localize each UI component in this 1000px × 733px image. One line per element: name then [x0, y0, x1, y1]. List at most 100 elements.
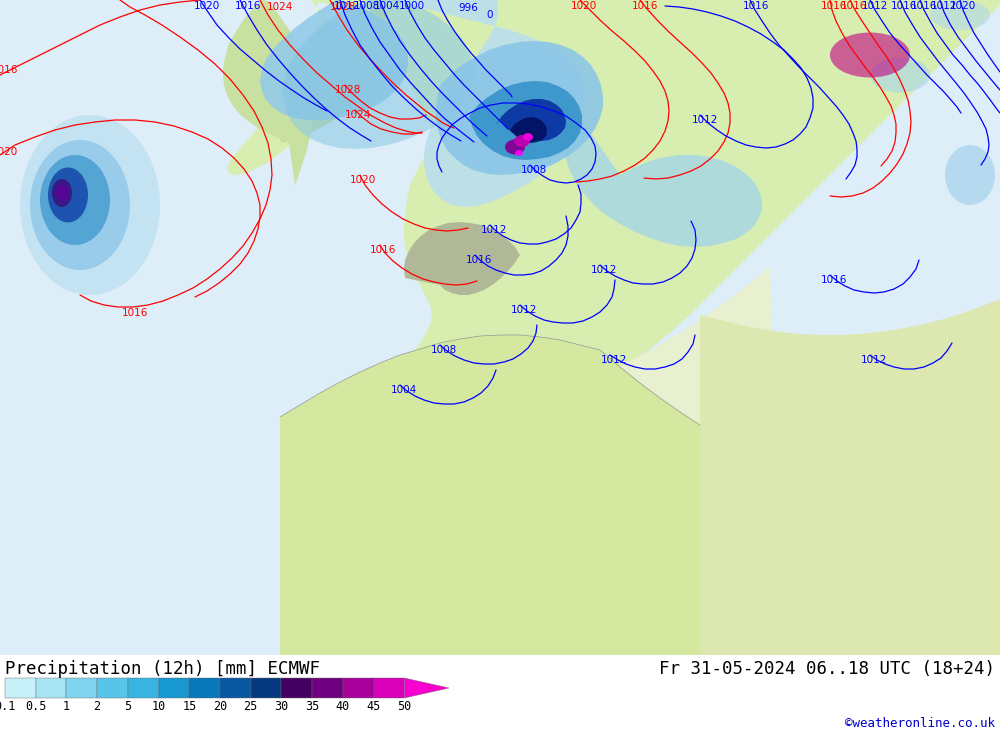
Text: 1012: 1012 [692, 115, 718, 125]
Text: 1004: 1004 [391, 385, 417, 395]
Text: 1012: 1012 [481, 225, 507, 235]
Text: 1012: 1012 [931, 1, 957, 11]
Polygon shape [223, 0, 313, 185]
Polygon shape [565, 112, 762, 247]
Text: 2: 2 [94, 700, 101, 713]
Text: 1016: 1016 [0, 65, 18, 75]
Text: 1012: 1012 [511, 305, 537, 315]
Bar [220, 678, 251, 698]
Bar [97, 678, 128, 698]
Text: 1012: 1012 [601, 355, 627, 365]
Polygon shape [280, 335, 1000, 655]
Text: 35: 35 [305, 700, 319, 713]
Text: 40: 40 [336, 700, 350, 713]
Ellipse shape [505, 139, 525, 155]
Text: 1016: 1016 [370, 245, 396, 255]
Text: 30: 30 [274, 700, 289, 713]
Text: 1: 1 [63, 700, 70, 713]
Bar [251, 678, 281, 698]
Text: 1000: 1000 [399, 1, 425, 11]
Ellipse shape [56, 185, 68, 201]
Polygon shape [404, 222, 520, 295]
Polygon shape [496, 99, 566, 141]
Text: 996: 996 [458, 3, 478, 13]
Text: 1020: 1020 [950, 1, 976, 11]
Text: 1016: 1016 [466, 255, 492, 265]
Bar [36, 678, 66, 698]
Ellipse shape [523, 133, 533, 141]
Polygon shape [227, 0, 334, 175]
Bar [5, 678, 36, 698]
Text: 1012: 1012 [861, 355, 887, 365]
Text: 45: 45 [366, 700, 381, 713]
Text: ©weatheronline.co.uk: ©weatheronline.co.uk [845, 717, 995, 730]
Text: Fr 31-05-2024 06..18 UTC (18+24): Fr 31-05-2024 06..18 UTC (18+24) [659, 660, 995, 678]
Ellipse shape [870, 57, 930, 92]
Text: 1008: 1008 [521, 165, 547, 175]
Text: 1016: 1016 [632, 1, 658, 11]
Polygon shape [280, 0, 391, 142]
Polygon shape [310, 0, 1000, 415]
Text: 0: 0 [487, 10, 493, 20]
Text: 1028: 1028 [335, 85, 361, 95]
Text: 1008: 1008 [431, 345, 457, 355]
Polygon shape [283, 0, 474, 149]
Bar [189, 678, 220, 698]
Text: 1016: 1016 [821, 1, 847, 11]
Ellipse shape [514, 135, 530, 147]
Text: 20: 20 [213, 700, 227, 713]
Text: 1016: 1016 [891, 1, 917, 11]
Ellipse shape [30, 140, 130, 270]
Ellipse shape [515, 150, 523, 156]
Text: 1020: 1020 [350, 175, 376, 185]
Text: Precipitation (12h) [mm] ECMWF: Precipitation (12h) [mm] ECMWF [5, 660, 320, 678]
Polygon shape [436, 41, 603, 175]
Text: 1020: 1020 [571, 1, 597, 11]
Bar [312, 678, 343, 698]
Text: 1012: 1012 [862, 1, 888, 11]
Bar [343, 678, 374, 698]
Polygon shape [700, 299, 1000, 655]
Text: 25: 25 [244, 700, 258, 713]
Text: 1004: 1004 [374, 1, 400, 11]
Ellipse shape [930, 0, 990, 30]
Polygon shape [404, 678, 449, 698]
Ellipse shape [830, 32, 910, 78]
Text: 15: 15 [182, 700, 196, 713]
Text: 1016: 1016 [122, 308, 148, 318]
Polygon shape [390, 0, 585, 207]
Text: 1020: 1020 [0, 147, 18, 157]
Text: 10: 10 [151, 700, 166, 713]
Polygon shape [260, 0, 408, 120]
Text: 1012: 1012 [591, 265, 617, 275]
Text: 1016: 1016 [743, 1, 769, 11]
Ellipse shape [40, 155, 110, 245]
Text: 1024: 1024 [345, 110, 371, 120]
Text: 1008: 1008 [354, 1, 380, 11]
Polygon shape [260, 0, 408, 120]
Text: 1020: 1020 [194, 1, 220, 11]
Ellipse shape [20, 115, 160, 295]
Polygon shape [310, 265, 780, 655]
Text: 50: 50 [397, 700, 411, 713]
Bar [66, 678, 97, 698]
Text: 0.1: 0.1 [0, 700, 16, 713]
Bar [159, 678, 189, 698]
Polygon shape [469, 81, 582, 160]
Ellipse shape [48, 168, 88, 223]
Text: 1028: 1028 [330, 2, 356, 12]
Bar [281, 678, 312, 698]
Bar [128, 678, 159, 698]
Text: 1024: 1024 [267, 2, 293, 12]
Ellipse shape [945, 145, 995, 205]
Polygon shape [510, 117, 547, 143]
Text: 1016: 1016 [821, 275, 847, 285]
Text: 1016: 1016 [235, 1, 261, 11]
Bar [374, 678, 404, 698]
Text: 1016: 1016 [911, 1, 937, 11]
Text: 5: 5 [124, 700, 131, 713]
Text: 0.5: 0.5 [25, 700, 46, 713]
Text: 1016: 1016 [841, 1, 867, 11]
Text: 1012: 1012 [334, 1, 360, 11]
Ellipse shape [52, 179, 72, 207]
